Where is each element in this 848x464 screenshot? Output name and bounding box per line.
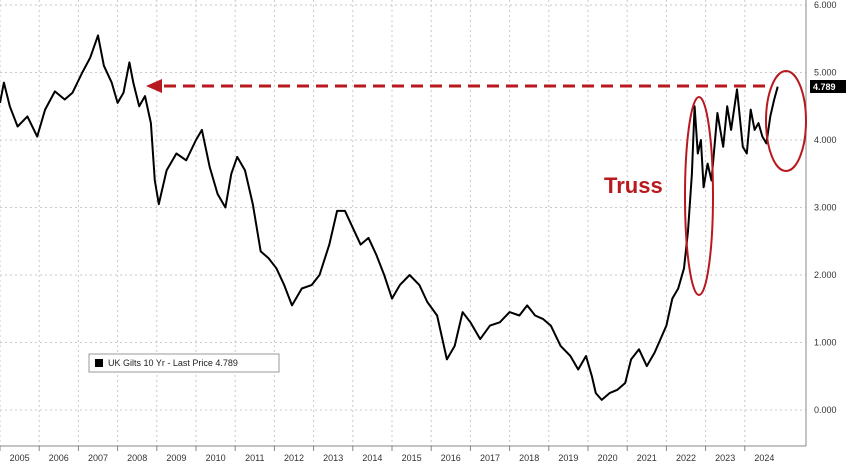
y-tick-label: 6.000 <box>814 0 837 10</box>
y-tick-label: 3.000 <box>814 203 837 213</box>
y-tick-label: 1.000 <box>814 338 837 348</box>
x-tick-label: 2023 <box>715 453 735 463</box>
legend: UK Gilts 10 Yr - Last Price 4.789 <box>88 353 280 373</box>
x-tick-label: 2019 <box>558 453 578 463</box>
y-tick-label: 2.000 <box>814 270 837 280</box>
reference-arrow-head <box>146 79 162 93</box>
x-tick-label: 2005 <box>10 453 30 463</box>
legend-swatch-icon <box>95 359 103 367</box>
x-tick-label: 2020 <box>598 453 618 463</box>
x-tick-label: 2012 <box>284 453 304 463</box>
x-tick-label: 2016 <box>441 453 461 463</box>
x-tick-label: 2006 <box>49 453 69 463</box>
grid-layer <box>0 0 806 446</box>
series-line-uk-gilts-10yr <box>0 34 779 401</box>
truss-highlight-ellipse <box>684 96 714 296</box>
x-tick-label: 2021 <box>637 453 657 463</box>
x-tick-label: 2017 <box>480 453 500 463</box>
legend-box <box>88 353 280 373</box>
x-tick-label: 2024 <box>754 453 774 463</box>
x-tick-label: 2010 <box>206 453 226 463</box>
x-tick-label: 2018 <box>519 453 539 463</box>
y-tick-label: 0.000 <box>814 405 837 415</box>
y-tick-label: 4.000 <box>814 135 837 145</box>
x-tick-label: 2007 <box>88 453 108 463</box>
last-price-label: 4.789 <box>813 82 836 92</box>
truss-annotation-label: Truss <box>604 173 663 198</box>
series-layer <box>0 34 779 401</box>
last-price-tag <box>810 80 846 93</box>
x-tick-layer: 2005 2006 2007 2008 2009 2010 2011 2012 2013 2014… <box>0 446 774 463</box>
x-tick-label: 2022 <box>676 453 696 463</box>
x-tick-label: 2011 <box>245 453 264 463</box>
legend-label: UK Gilts 10 Yr - Last Price 4.789 <box>108 358 238 368</box>
y-tick-label: 5.000 <box>814 68 837 78</box>
x-tick-label: 2009 <box>166 453 186 463</box>
x-tick-label: 2015 <box>402 453 422 463</box>
recent-highlight-ellipse <box>765 70 807 172</box>
x-tick-label: 2008 <box>127 453 147 463</box>
y-tick-layer: 0.000 1.000 2.000 3.000 4.000 5.000 6.000 <box>814 0 837 415</box>
x-tick-label: 2013 <box>323 453 343 463</box>
x-tick-label: 2014 <box>362 453 382 463</box>
